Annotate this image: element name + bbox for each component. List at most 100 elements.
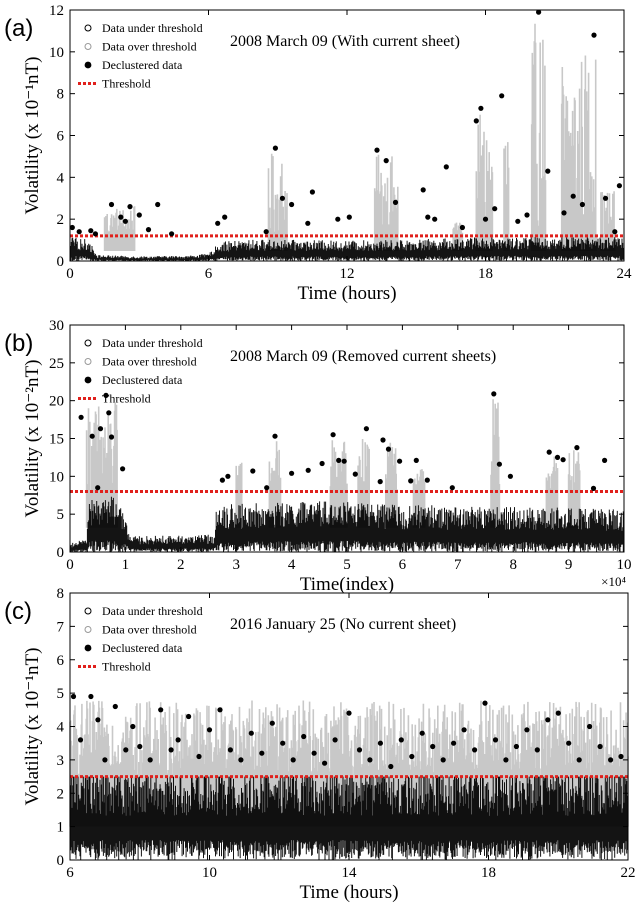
declustered-point [409, 753, 415, 760]
legend-marker-under [84, 24, 92, 32]
series-declustered [78, 391, 608, 491]
x-tick-label: 6 [205, 266, 213, 282]
panel-label: (b) [4, 330, 33, 357]
legend-entry: Data over threshold [102, 355, 197, 369]
declustered-point [92, 231, 98, 237]
declustered-point [280, 740, 286, 746]
legend: Data under threshold Data over threshold D… [78, 21, 203, 91]
y-tick-label: 4 [57, 170, 65, 186]
declustered-point [263, 229, 269, 235]
declustered-point [322, 760, 328, 766]
declustered-point [377, 740, 383, 746]
declustered-point [398, 737, 404, 743]
series-declustered [69, 9, 623, 237]
declustered-point [392, 199, 399, 205]
y-tick-label: 0 [57, 853, 65, 869]
declustered-point [591, 32, 597, 38]
declustered-point [374, 147, 380, 153]
declustered-point [127, 204, 133, 210]
declustered-point [555, 710, 561, 716]
legend-marker-under [84, 607, 92, 615]
declustered-point [122, 218, 128, 224]
declustered-point [473, 118, 479, 124]
declustered-point [319, 460, 325, 467]
declustered-point [225, 473, 231, 479]
x-tick-label: 10 [202, 865, 217, 881]
x-tick-label: 10 [617, 557, 632, 573]
declustered-point [186, 713, 192, 720]
declustered-point [608, 757, 614, 763]
declustered-point [413, 457, 419, 463]
legend-entry: Data over threshold [102, 623, 197, 637]
declustered-point [264, 485, 270, 491]
declustered-point [196, 753, 202, 760]
y-tick-label: 1 [57, 820, 65, 836]
declustered-point [269, 720, 275, 726]
y-axis-label: Volatility (x 10⁻¹nT) [22, 648, 43, 806]
declustered-point [76, 229, 82, 235]
declustered-point [259, 750, 265, 756]
legend-marker-over [84, 358, 92, 365]
declustered-point [388, 763, 394, 770]
declustered-point [432, 216, 438, 222]
x-tick-label: 8 [509, 557, 517, 573]
declustered-point [397, 458, 403, 464]
y-tick-label: 2 [57, 212, 65, 228]
declustered-point [352, 471, 358, 477]
x-tick-label: 0 [66, 557, 74, 573]
declustered-point [155, 201, 161, 208]
declustered-point [363, 426, 369, 432]
declustered-point [576, 757, 582, 763]
x-tick-label: 5 [343, 557, 351, 573]
declustered-point [472, 747, 478, 753]
declustered-point [335, 216, 341, 222]
declustered-point [169, 231, 175, 237]
declustered-point [248, 730, 254, 736]
panel-title: 2016 January 25 (No current sheet) [230, 616, 456, 633]
declustered-point [168, 747, 174, 753]
declustered-point [311, 750, 317, 756]
declustered-point [106, 410, 112, 416]
over-threshold-span [567, 450, 581, 528]
y-tick-label: 10 [49, 469, 64, 485]
declustered-point [449, 485, 455, 491]
declustered-point [554, 454, 561, 460]
declustered-point [95, 485, 101, 491]
x-tick-label: 22 [621, 865, 636, 881]
declustered-point [112, 703, 118, 710]
declustered-point [367, 757, 373, 763]
declustered-point [602, 195, 609, 201]
declustered-point [545, 168, 551, 174]
legend-marker-under [84, 339, 92, 347]
declustered-point [108, 434, 115, 440]
declustered-point [346, 214, 352, 220]
legend-marker-declustered [84, 644, 92, 652]
declustered-point [536, 9, 542, 15]
y-tick-label: 10 [49, 45, 64, 61]
x-tick-label: 3 [232, 557, 240, 573]
series-declustered [70, 693, 624, 770]
y-tick-label: 8 [57, 586, 65, 602]
declustered-point [120, 466, 126, 472]
x-tick-label: 0 [66, 266, 74, 282]
y-tick-label: 12 [49, 3, 64, 19]
declustered-point [590, 485, 597, 491]
declustered-point [336, 457, 342, 463]
legend-entry: Data under threshold [102, 604, 203, 618]
declustered-point [492, 206, 498, 212]
x-tick-label: 6 [66, 865, 74, 881]
declustered-point [440, 757, 446, 763]
declustered-point [215, 220, 221, 226]
over-threshold-span [545, 456, 559, 528]
declustered-point [461, 727, 467, 733]
y-tick-label: 25 [49, 356, 64, 372]
declustered-point [579, 201, 586, 208]
declustered-point [545, 717, 551, 723]
y-tick-label: 5 [57, 507, 65, 523]
declustered-point [430, 743, 436, 750]
x-tick-label: 7 [454, 557, 462, 573]
declustered-point [496, 461, 502, 467]
declustered-point [515, 218, 521, 224]
y-tick-label: 8 [57, 87, 65, 103]
declustered-point [279, 195, 285, 201]
